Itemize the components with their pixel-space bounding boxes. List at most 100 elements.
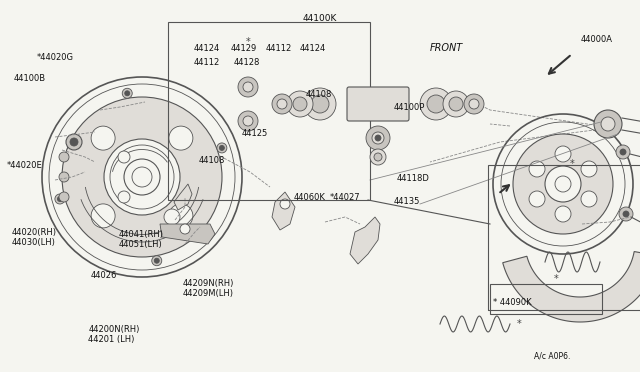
Circle shape bbox=[513, 134, 613, 234]
Text: *: * bbox=[246, 37, 250, 47]
Circle shape bbox=[272, 94, 292, 114]
Polygon shape bbox=[160, 224, 215, 244]
Circle shape bbox=[581, 161, 597, 177]
Text: 44100P: 44100P bbox=[394, 103, 425, 112]
Text: 44000A: 44000A bbox=[581, 35, 613, 44]
Text: 44128: 44128 bbox=[234, 58, 260, 67]
Circle shape bbox=[59, 152, 69, 162]
Circle shape bbox=[594, 110, 622, 138]
Circle shape bbox=[581, 191, 597, 207]
Circle shape bbox=[104, 139, 180, 215]
Text: *44027: *44027 bbox=[330, 193, 360, 202]
Circle shape bbox=[125, 91, 130, 96]
Text: *44020E: *44020E bbox=[6, 161, 42, 170]
Text: 44100K: 44100K bbox=[303, 14, 337, 23]
Circle shape bbox=[370, 149, 386, 165]
Circle shape bbox=[169, 126, 193, 150]
Circle shape bbox=[420, 88, 452, 120]
Polygon shape bbox=[174, 184, 192, 210]
Text: 44060K: 44060K bbox=[293, 193, 325, 202]
Circle shape bbox=[243, 116, 253, 126]
Circle shape bbox=[55, 194, 65, 204]
Circle shape bbox=[59, 172, 69, 182]
Circle shape bbox=[62, 97, 222, 257]
Circle shape bbox=[529, 191, 545, 207]
Circle shape bbox=[375, 135, 381, 141]
Circle shape bbox=[529, 161, 545, 177]
Text: *44020G: *44020G bbox=[37, 53, 74, 62]
Text: *: * bbox=[570, 159, 574, 169]
Circle shape bbox=[238, 77, 258, 97]
Circle shape bbox=[238, 111, 258, 131]
Circle shape bbox=[427, 95, 445, 113]
Circle shape bbox=[304, 88, 336, 120]
Circle shape bbox=[91, 126, 115, 150]
Circle shape bbox=[122, 88, 132, 98]
Text: 44201 (LH): 44201 (LH) bbox=[88, 335, 134, 344]
Circle shape bbox=[601, 117, 615, 131]
Circle shape bbox=[70, 138, 78, 146]
Polygon shape bbox=[350, 217, 380, 264]
Circle shape bbox=[293, 97, 307, 111]
Text: 44026: 44026 bbox=[91, 271, 117, 280]
Text: 44108: 44108 bbox=[306, 90, 332, 99]
Circle shape bbox=[169, 204, 193, 228]
Text: 44125: 44125 bbox=[242, 129, 268, 138]
Text: * 44090K: * 44090K bbox=[493, 298, 531, 307]
Circle shape bbox=[545, 166, 581, 202]
Circle shape bbox=[59, 192, 69, 202]
Text: 44030(LH): 44030(LH) bbox=[12, 238, 56, 247]
Bar bbox=[168, 22, 370, 200]
Circle shape bbox=[91, 204, 115, 228]
Text: 44200N(RH): 44200N(RH) bbox=[88, 325, 140, 334]
Circle shape bbox=[366, 126, 390, 150]
Circle shape bbox=[58, 196, 62, 202]
Circle shape bbox=[372, 132, 384, 144]
Circle shape bbox=[164, 209, 180, 225]
Circle shape bbox=[152, 256, 162, 266]
Circle shape bbox=[449, 97, 463, 111]
Circle shape bbox=[555, 146, 571, 162]
Text: 44112: 44112 bbox=[193, 58, 220, 67]
Circle shape bbox=[311, 95, 329, 113]
Text: 44124: 44124 bbox=[193, 44, 220, 53]
Circle shape bbox=[277, 99, 287, 109]
Bar bbox=[488, 165, 640, 310]
Text: FRONT: FRONT bbox=[430, 43, 463, 52]
Text: 44135: 44135 bbox=[394, 197, 420, 206]
Circle shape bbox=[280, 199, 290, 209]
Circle shape bbox=[180, 224, 190, 234]
Circle shape bbox=[555, 206, 571, 222]
Circle shape bbox=[154, 258, 159, 263]
Text: 44041(RH): 44041(RH) bbox=[118, 230, 163, 239]
Circle shape bbox=[374, 153, 382, 161]
Circle shape bbox=[619, 207, 633, 221]
Circle shape bbox=[243, 82, 253, 92]
Circle shape bbox=[217, 143, 227, 153]
Text: 44129: 44129 bbox=[230, 44, 257, 53]
Text: 44100B: 44100B bbox=[14, 74, 46, 83]
Text: *: * bbox=[554, 274, 558, 284]
Circle shape bbox=[220, 145, 225, 150]
Circle shape bbox=[623, 211, 629, 217]
Text: 44020(RH): 44020(RH) bbox=[12, 228, 56, 237]
Circle shape bbox=[464, 94, 484, 114]
Text: A/c A0P6.: A/c A0P6. bbox=[534, 352, 571, 361]
Circle shape bbox=[443, 91, 469, 117]
Text: 44124: 44124 bbox=[300, 44, 326, 53]
Circle shape bbox=[616, 145, 630, 159]
Text: *: * bbox=[516, 319, 522, 329]
Circle shape bbox=[620, 149, 626, 155]
Polygon shape bbox=[272, 192, 295, 230]
Circle shape bbox=[469, 99, 479, 109]
Bar bbox=[490, 284, 602, 314]
Circle shape bbox=[118, 151, 130, 163]
Text: 44209N(RH): 44209N(RH) bbox=[182, 279, 234, 288]
FancyBboxPatch shape bbox=[347, 87, 409, 121]
Text: 44118D: 44118D bbox=[397, 174, 429, 183]
Circle shape bbox=[66, 134, 82, 150]
Text: 44209M(LH): 44209M(LH) bbox=[182, 289, 234, 298]
Circle shape bbox=[287, 91, 313, 117]
Text: 44051(LH): 44051(LH) bbox=[118, 240, 162, 249]
Polygon shape bbox=[503, 251, 640, 322]
